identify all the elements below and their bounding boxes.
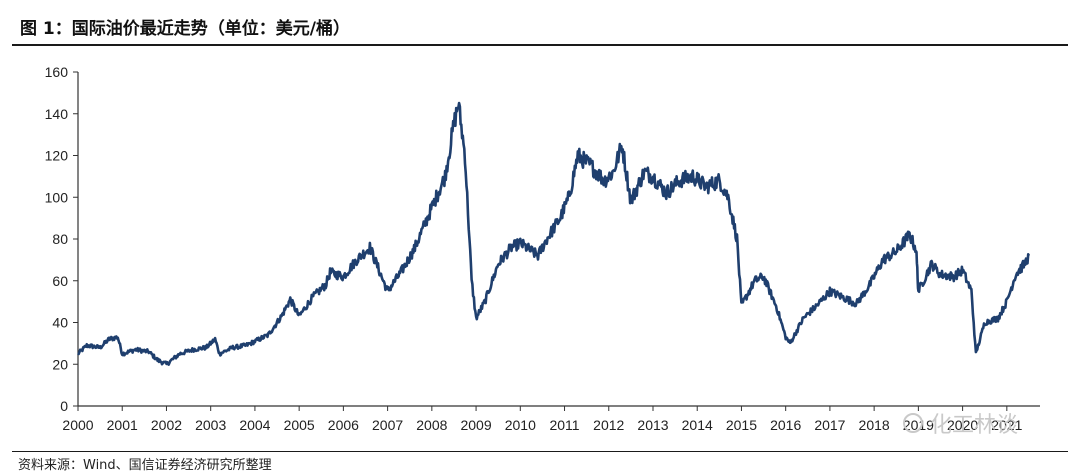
x-tick-label: 2014 <box>682 417 713 433</box>
x-tick-label: 2016 <box>770 417 801 433</box>
y-tick-label: 100 <box>45 189 69 205</box>
y-tick-label: 20 <box>52 356 68 372</box>
x-tick-label: 2003 <box>195 417 226 433</box>
x-axis-ticks: 2000 2001 2002 2003 2004 2005 2006 2007 2008 2009… <box>62 406 1023 433</box>
title-bar: 图 1：国际油价最近走势（单位：美元/桶） <box>12 8 1068 46</box>
wechat-icon <box>903 413 923 433</box>
x-tick-label: 2006 <box>328 417 359 433</box>
x-tick-label: 2001 <box>107 417 138 433</box>
x-tick-label: 2020 <box>947 417 978 433</box>
source-note: 资料来源：Wind、国信证券经济研究所整理 <box>18 458 272 473</box>
x-tick-label: 2000 <box>62 417 93 433</box>
x-tick-label: 2002 <box>151 417 182 433</box>
y-tick-label: 160 <box>45 64 69 80</box>
x-tick-label: 2009 <box>460 417 491 433</box>
chart-area: 0 20 40 60 80 100 120 140 160 2000 2001 2002 2003 20… <box>0 50 1080 450</box>
x-tick-label: 2004 <box>239 417 270 433</box>
x-tick-label: 2008 <box>416 417 447 433</box>
x-tick-label: 2018 <box>859 417 890 433</box>
x-tick-label: 2007 <box>372 417 403 433</box>
x-tick-label: 2013 <box>637 417 668 433</box>
watermark-text: 化工林谈 <box>930 413 1018 438</box>
x-tick-label: 2010 <box>505 417 536 433</box>
x-tick-label: 2011 <box>549 417 579 433</box>
source-bar: 资料来源：Wind、国信证券经济研究所整理 <box>12 451 1068 474</box>
x-tick-label: 2015 <box>726 417 757 433</box>
watermark: 化工林谈 <box>903 413 1018 438</box>
x-tick-label: 2021 <box>991 417 1022 433</box>
y-tick-label: 0 <box>60 398 68 414</box>
x-tick-label: 2017 <box>814 417 845 433</box>
x-tick-label: 2012 <box>593 417 624 433</box>
y-axis-ticks: 0 20 40 60 80 100 120 140 160 <box>45 64 78 414</box>
y-tick-label: 120 <box>45 148 69 164</box>
y-tick-label: 140 <box>45 106 69 122</box>
y-tick-label: 40 <box>52 315 68 331</box>
y-tick-label: 60 <box>52 273 68 289</box>
chart-title: 图 1：国际油价最近走势（单位：美元/桶） <box>20 19 350 39</box>
series-line <box>77 101 1031 366</box>
y-tick-label: 80 <box>52 231 68 247</box>
x-tick-label: 2005 <box>284 417 315 433</box>
x-tick-label: 2019 <box>903 417 934 433</box>
